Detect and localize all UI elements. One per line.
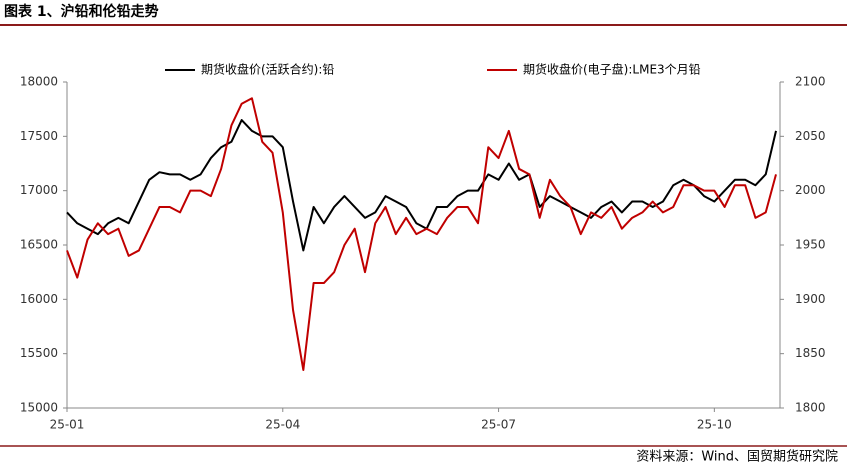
y2-tick-label: 1900 — [795, 292, 826, 306]
x-tick-label: 25-04 — [265, 418, 300, 432]
legend-label: 期货收盘价(电子盘):LME3个月铅 — [523, 62, 701, 77]
series-line — [66, 97, 777, 371]
x-tick-label: 25-01 — [50, 418, 85, 432]
y-tick-label: 16000 — [20, 292, 58, 306]
y2-tick-label: 1850 — [795, 346, 826, 360]
y-tick-label: 18000 — [20, 75, 58, 89]
y2-tick-label: 1800 — [795, 401, 826, 415]
y2-tick-label: 2050 — [795, 129, 826, 143]
y2-tick-label: 1950 — [795, 238, 826, 252]
source: 资料来源：Wind、国贸期货研究院 — [636, 449, 838, 465]
x-tick-label: 25-10 — [697, 418, 732, 432]
y2-tick-label: 2000 — [795, 183, 826, 197]
x-tick-label: 25-07 — [481, 418, 516, 432]
legend-label: 期货收盘价(活跃合约):铅 — [201, 62, 334, 77]
y-tick-label: 15500 — [20, 346, 58, 360]
y2-tick-label: 2100 — [795, 75, 826, 89]
series-line — [66, 119, 777, 252]
chart-title: 图表 1、沪铅和伦铅走势 — [4, 3, 159, 20]
y-tick-label: 16500 — [20, 238, 58, 252]
y-tick-label: 17000 — [20, 183, 58, 197]
y-tick-label: 15000 — [20, 401, 58, 415]
y-tick-label: 17500 — [20, 129, 58, 143]
